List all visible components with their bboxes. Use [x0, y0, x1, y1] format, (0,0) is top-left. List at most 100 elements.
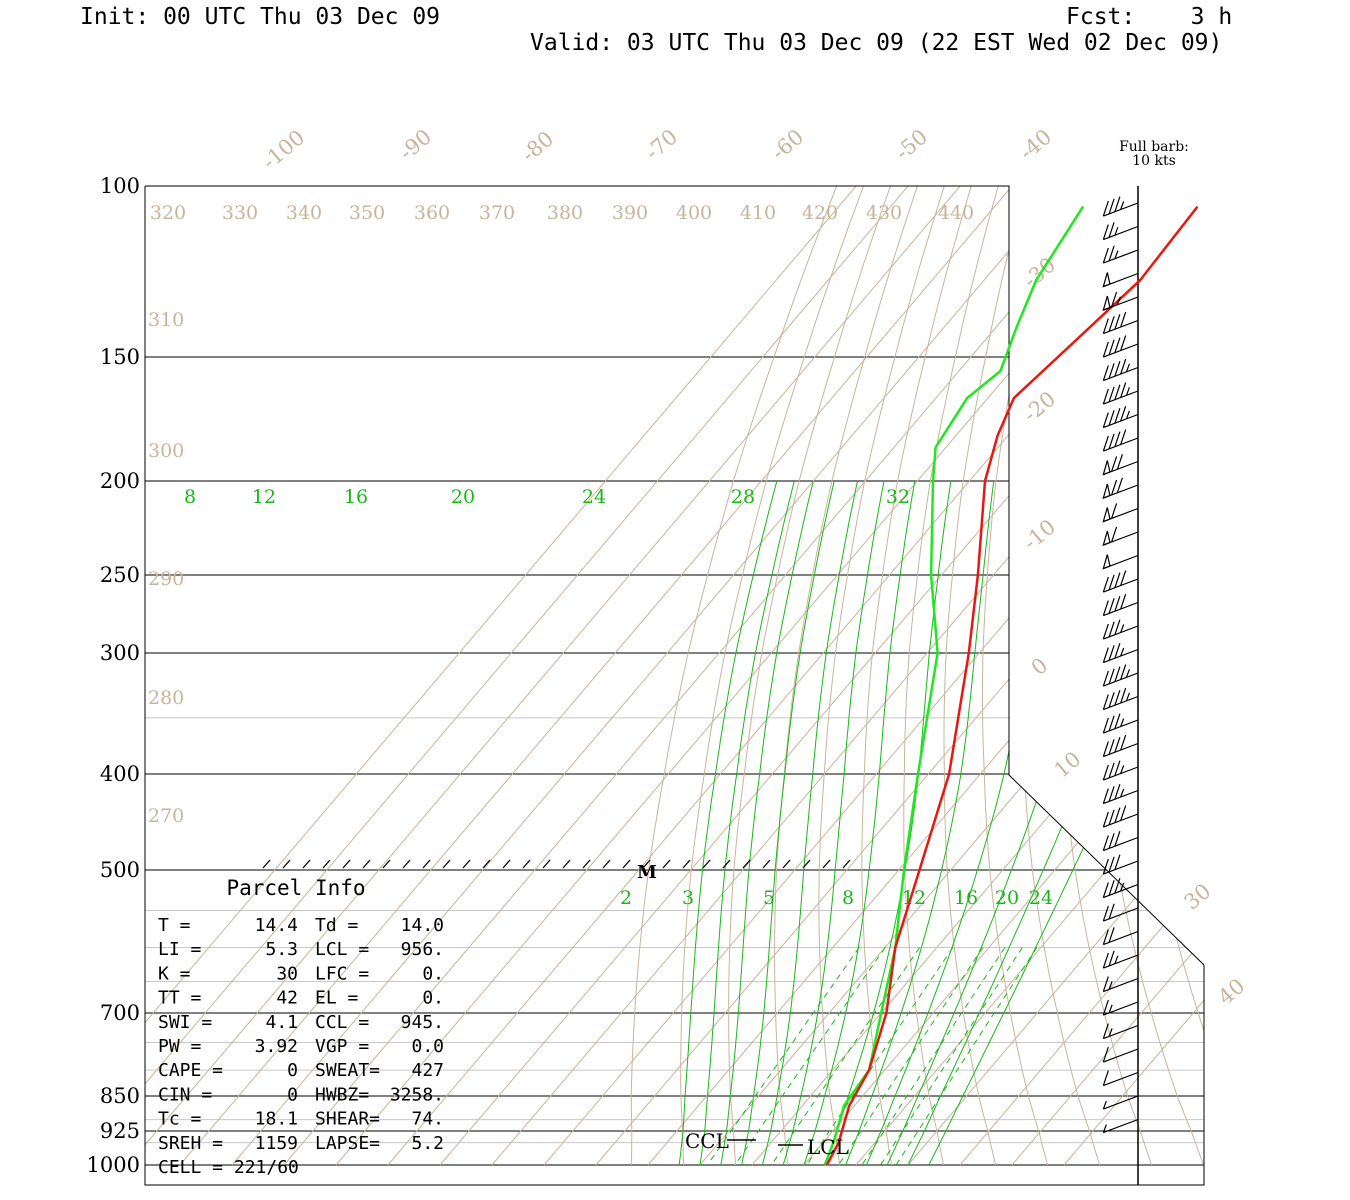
- parcel-label: LAPSE=: [315, 1133, 380, 1154]
- wind-barb: [1102, 272, 1139, 288]
- barb-flag: [1108, 433, 1115, 450]
- barb-flag: [1102, 929, 1109, 945]
- isotherm: [145, 186, 857, 1166]
- barb-flag: [1114, 713, 1121, 729]
- freezing-hatch: [762, 859, 771, 869]
- barb-half-flag: [1114, 250, 1119, 259]
- barb-flag: [1108, 880, 1115, 896]
- barb-flag: [1114, 831, 1121, 847]
- barb-shaft: [1103, 1095, 1139, 1110]
- mixing-ratio-line: [880, 947, 1023, 1166]
- isotherm-label: -70: [641, 125, 682, 165]
- mixed-layer-marker: M: [637, 862, 657, 883]
- barb-pennant: [1102, 460, 1111, 476]
- wind-barb: [1102, 1046, 1139, 1063]
- isotherm: [543, 186, 1204, 1166]
- barb-flag: [1111, 479, 1118, 496]
- barb-flag: [1102, 365, 1109, 381]
- isotherm: [231, 186, 1065, 1166]
- dry-adiabat: [903, 186, 999, 1166]
- moist-adiabats: [678, 480, 1204, 1166]
- isotherm-label: -20: [1019, 387, 1060, 427]
- parcel-value: 5.3: [265, 939, 298, 960]
- valid-time: Valid: 03 UTC Thu 03 Dec 09 (22 EST Wed …: [530, 30, 1223, 56]
- barb-shaft: [1103, 1048, 1139, 1063]
- wind-barb: [1102, 784, 1139, 805]
- parcel-value: 3258.: [390, 1084, 444, 1105]
- parcel-label: TT =: [158, 988, 202, 1009]
- theta-label: 330: [222, 202, 258, 224]
- barb-flag: [1108, 786, 1115, 802]
- parcel-label: SHEAR=: [315, 1109, 380, 1130]
- barb-note: Full barb:: [1119, 139, 1189, 155]
- barb-half-flag: [1125, 363, 1131, 373]
- dry-adiabat: [1346, 186, 1350, 1165]
- barb-flag: [1102, 412, 1109, 428]
- barb-flag: [1120, 805, 1127, 821]
- barb-pennant: [1102, 530, 1111, 547]
- isotherm-label: -80: [517, 127, 558, 167]
- wind-barb: [1102, 1095, 1139, 1110]
- barb-half-flag: [1108, 1004, 1113, 1014]
- pressure-label-500: 500: [100, 858, 140, 882]
- barb-flag: [1114, 737, 1121, 753]
- dry-adiabat: [982, 186, 1053, 1166]
- isotherm: [387, 186, 1204, 1166]
- isotherm: [803, 186, 1204, 1166]
- barb-flag: [1108, 386, 1115, 403]
- freezing-hatch: [482, 859, 491, 869]
- isotherm-label: 30: [1180, 879, 1216, 915]
- barb-half-flag: [1108, 981, 1113, 990]
- dry-adiabat: [943, 186, 1026, 1166]
- theta-label: 320: [150, 202, 186, 224]
- mixing-ratio-label: 28: [731, 486, 755, 508]
- wind-barb: [1102, 734, 1139, 758]
- parcel-value: 956.: [401, 939, 444, 960]
- wind-barb: [1102, 687, 1139, 711]
- barb-half-flag: [1120, 882, 1125, 892]
- barb-pennant: [1102, 507, 1111, 523]
- barb-pennant: [1102, 295, 1111, 312]
- freezing-hatch: [782, 859, 791, 869]
- pressure-label-400: 400: [100, 762, 140, 786]
- barb-flag: [1108, 668, 1115, 685]
- barb-flag: [1108, 574, 1115, 591]
- pressure-label-850: 850: [100, 1084, 140, 1108]
- barb-half-flag: [1120, 624, 1125, 633]
- plot-frame: [144, 185, 1205, 1186]
- parcel-label: EL =: [315, 988, 359, 1009]
- freezing-hatch: [682, 859, 691, 869]
- dry-adiabat: [774, 186, 918, 1166]
- barb-flag: [1114, 314, 1121, 330]
- pressure-label-925: 925: [100, 1119, 140, 1143]
- barb-flag: [1102, 670, 1109, 687]
- barb-flag: [1108, 363, 1115, 379]
- freezing-hatch: [342, 859, 351, 869]
- parcel-value: 42: [276, 988, 298, 1009]
- barb-flag: [1102, 247, 1109, 264]
- isotherm-label: -90: [395, 125, 436, 165]
- mixing-ratio-line: [838, 947, 984, 1166]
- barb-flag: [1111, 291, 1118, 308]
- isotherm: [699, 186, 1204, 1166]
- barb-half-flag: [1114, 955, 1119, 964]
- wind-barb: [1102, 358, 1139, 382]
- wind-barb: [1102, 429, 1139, 452]
- wind-barb: [1102, 713, 1139, 734]
- isotherm: [1063, 186, 1204, 1166]
- dry-adiabat: [1257, 186, 1350, 1165]
- isotherm-label: -40: [1015, 125, 1056, 165]
- barb-flag: [1102, 694, 1109, 710]
- barb-half-flag: [1120, 718, 1125, 727]
- barb-shaft: [1103, 860, 1139, 875]
- theta-label: 290: [148, 568, 184, 590]
- barb-flag: [1108, 762, 1115, 779]
- freezing-hatch: [462, 859, 471, 869]
- parcel-value: 1159: [255, 1133, 298, 1154]
- parcel-label: LCL =: [315, 939, 369, 960]
- freezing-hatch: [642, 859, 651, 869]
- theta-label: 280: [148, 687, 184, 709]
- barb-half-flag: [1125, 387, 1131, 396]
- moist-adiabat: [845, 480, 995, 1166]
- isotherm: [439, 186, 1204, 1166]
